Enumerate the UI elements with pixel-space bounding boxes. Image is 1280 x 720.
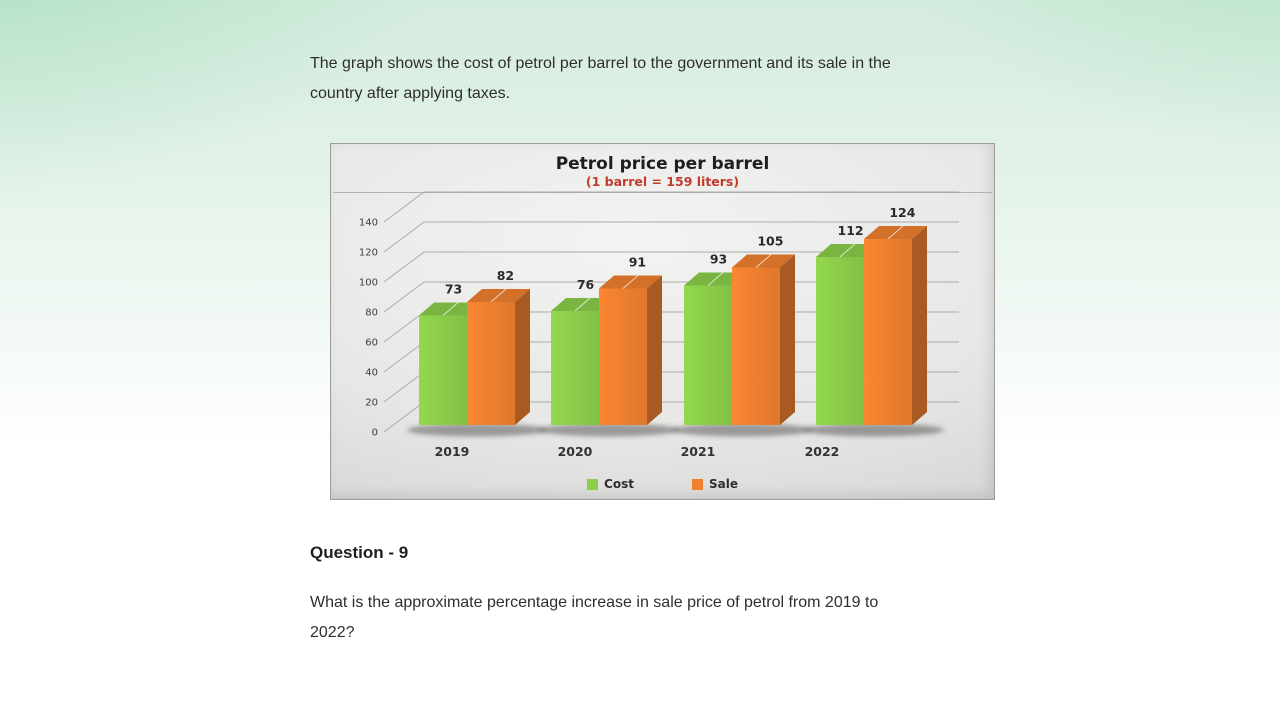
svg-text:20: 20 (365, 398, 378, 409)
svg-text:2022: 2022 (805, 444, 840, 459)
question-text: What is the approximate percentage incre… (310, 594, 879, 641)
chart-title: Petrol price per barrel (555, 154, 770, 174)
legend-cost-label: Cost (604, 477, 634, 491)
svg-text:2019: 2019 (435, 444, 470, 459)
svg-text:40: 40 (365, 368, 378, 379)
svg-text:82: 82 (497, 268, 514, 283)
svg-text:0: 0 (372, 428, 378, 439)
legend-item-cost: Cost (587, 477, 634, 491)
intro-text: The graph shows the cost of petrol per b… (310, 55, 891, 102)
svg-text:60: 60 (365, 338, 378, 349)
chart-plot: 0 20 40 60 80 100 120 140 73 82 2019 76 91 2020 93 105 2… (359, 191, 959, 459)
svg-text:124: 124 (889, 205, 915, 220)
svg-text:76: 76 (577, 277, 595, 292)
legend-sale-label: Sale (708, 477, 738, 491)
svg-text:73: 73 (445, 282, 462, 297)
svg-text:140: 140 (359, 218, 378, 229)
svg-text:120: 120 (359, 248, 378, 259)
svg-text:105: 105 (757, 234, 783, 249)
question-heading: Question - 9 (310, 543, 409, 562)
svg-text:91: 91 (629, 255, 646, 270)
legend-item-sale: Sale (691, 477, 738, 491)
svg-text:112: 112 (838, 223, 864, 238)
svg-text:2021: 2021 (681, 444, 716, 459)
sale-swatch-icon (691, 478, 703, 490)
chart-legend: Cost Sale (331, 477, 994, 491)
svg-text:100: 100 (359, 278, 378, 289)
cost-swatch-icon (587, 478, 599, 490)
svg-text:80: 80 (365, 308, 378, 319)
petrol-price-chart: Petrol price per barrel (1 barrel = 159 … (330, 143, 995, 500)
chart-subtitle: (1 barrel = 159 liters) (585, 174, 740, 189)
svg-text:2020: 2020 (558, 444, 593, 459)
svg-text:93: 93 (710, 252, 727, 267)
